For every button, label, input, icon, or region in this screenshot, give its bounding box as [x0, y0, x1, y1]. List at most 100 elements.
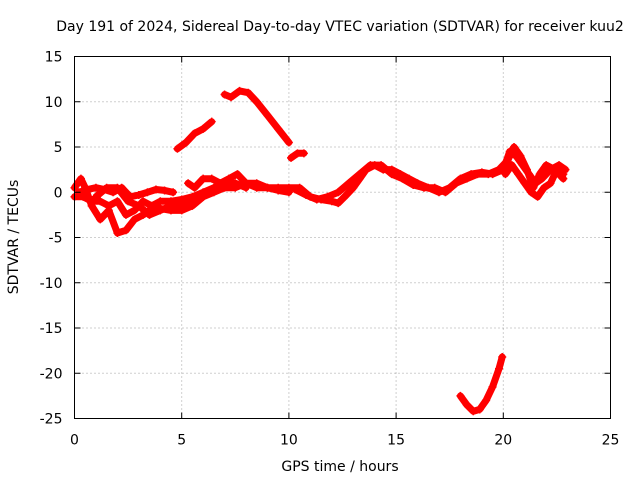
data-point: [520, 179, 529, 188]
data-point: [419, 183, 428, 192]
data-point: [113, 183, 122, 192]
x-tick-label: 10: [280, 433, 298, 449]
data-point: [514, 170, 523, 179]
data-point: [398, 174, 407, 183]
data-point: [503, 156, 512, 165]
data-point: [284, 138, 293, 147]
data-point: [323, 192, 332, 201]
data-point: [134, 201, 143, 210]
data-point: [522, 165, 531, 174]
data-point: [542, 161, 551, 170]
y-axis-label: SDTVAR / TECUs: [6, 180, 22, 295]
data-point: [452, 179, 461, 188]
data-point: [91, 183, 100, 192]
data-point: [546, 179, 555, 188]
data-point: [209, 183, 218, 192]
data-point: [501, 170, 510, 179]
data-point: [224, 174, 233, 183]
data-point: [151, 185, 160, 194]
data-point: [147, 201, 156, 210]
data-point: [166, 201, 175, 210]
data-point: [366, 161, 375, 170]
data-point: [113, 197, 122, 206]
tick-labels: 0 5 10 15 20 25 -25 -20 -15 -10 -5 0 5 10 15: [40, 50, 620, 449]
data-point: [409, 181, 418, 190]
y-tick-label: 5: [54, 140, 63, 156]
data-point: [552, 165, 561, 174]
data-point: [441, 188, 450, 197]
data-point: [199, 188, 208, 197]
data-point: [498, 352, 507, 361]
data-point: [252, 179, 261, 188]
data-point: [274, 124, 283, 133]
data-point: [96, 197, 105, 206]
data-point: [143, 188, 152, 197]
x-tick-label: 25: [602, 433, 620, 449]
data-point: [430, 183, 439, 192]
data-point: [291, 185, 300, 194]
data-point: [495, 165, 504, 174]
y-tick-label: 15: [45, 50, 63, 66]
y-tick-label: -15: [40, 321, 63, 337]
y-tick-label: 10: [45, 95, 63, 111]
data-point: [156, 206, 165, 215]
data-point: [76, 174, 85, 183]
series-sat-j: [287, 149, 308, 162]
series-band: [501, 161, 567, 201]
data-point: [190, 183, 199, 192]
series-sat-h: [173, 117, 216, 153]
data-point: [462, 400, 471, 409]
data-point: [334, 188, 343, 197]
ticks: [74, 56, 611, 419]
data-point: [121, 210, 130, 219]
data-point: [540, 183, 549, 192]
data-point: [340, 192, 349, 201]
data-point: [516, 152, 525, 161]
data-point: [184, 179, 193, 188]
data-point: [559, 170, 568, 179]
y-tick-label: -5: [49, 231, 63, 247]
data-point: [130, 215, 139, 224]
data-point: [231, 179, 240, 188]
data-point: [469, 407, 478, 416]
data-point: [207, 117, 216, 126]
data-point: [535, 170, 544, 179]
data-point: [355, 170, 364, 179]
data-point: [274, 183, 283, 192]
data-point: [91, 192, 100, 201]
series-band: [92, 184, 196, 219]
grid: [74, 56, 611, 419]
data-point: [102, 183, 111, 192]
data-point: [482, 396, 491, 405]
data-point: [473, 170, 482, 179]
y-tick-label: -25: [40, 412, 63, 428]
series-sat-g: [501, 161, 568, 201]
data-point: [83, 185, 92, 194]
data-point: [244, 88, 253, 97]
data-point: [199, 174, 208, 183]
series-sat-k: [456, 352, 507, 416]
data-point: [312, 195, 321, 204]
data-point: [488, 382, 497, 391]
series-sat-f: [291, 143, 568, 204]
data-point: [190, 129, 199, 138]
data-point: [484, 170, 493, 179]
y-tick-label: -20: [40, 366, 63, 382]
data-point: [169, 188, 178, 197]
data-point: [507, 161, 516, 170]
series-sat-i: [220, 86, 293, 147]
data-point: [242, 179, 251, 188]
data-point: [475, 405, 484, 414]
data-point: [510, 143, 519, 151]
series-band: [456, 353, 506, 415]
data-point: [160, 186, 169, 195]
data-point: [177, 201, 186, 210]
data-point: [181, 138, 190, 147]
x-tick-label: 5: [177, 433, 186, 449]
y-tick-label: -10: [40, 276, 63, 292]
data-point: [533, 192, 542, 201]
y-tick-label: 0: [54, 185, 63, 201]
x-tick-label: 15: [387, 433, 405, 449]
data-point: [173, 144, 182, 153]
